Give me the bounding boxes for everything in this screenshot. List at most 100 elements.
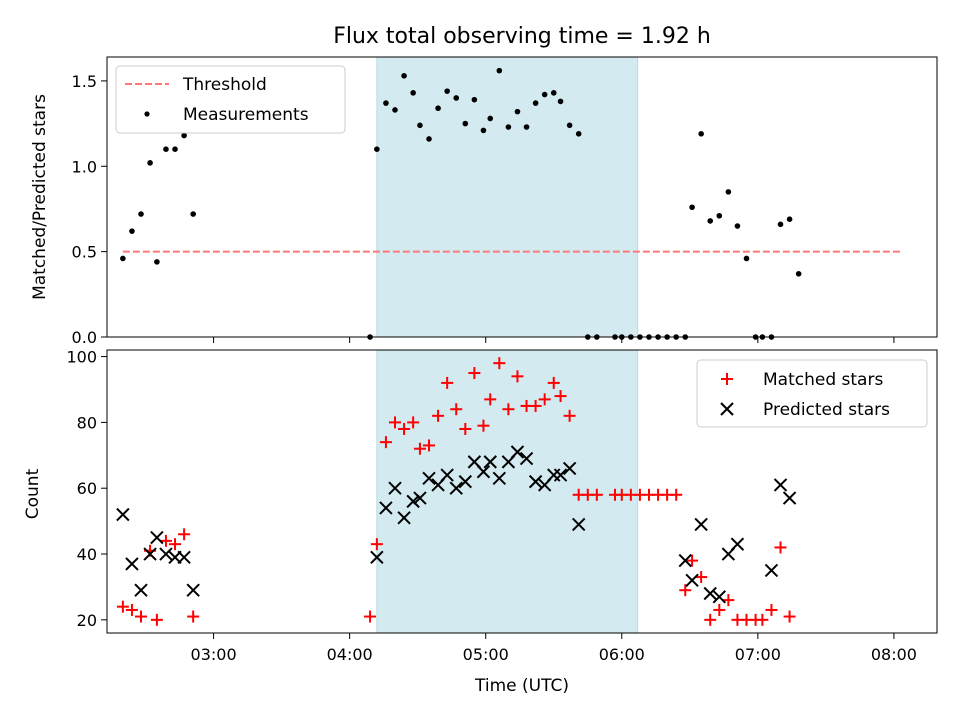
- measurement-point: [734, 223, 741, 229]
- bottom-xtick-label: 05:00: [463, 645, 509, 664]
- measurement-point: [480, 127, 487, 134]
- measurement-point: [743, 255, 750, 262]
- measurement-point: [496, 67, 503, 74]
- top-chart-ylabel: Matched/Predicted stars: [30, 94, 50, 300]
- measurement-point: [154, 259, 160, 265]
- predicted-star-point: [685, 573, 699, 588]
- predicted-star-point: [483, 455, 497, 469]
- matched-star-point: [187, 610, 200, 623]
- measurement-point: [575, 131, 582, 137]
- predicted-star-point: [528, 474, 543, 489]
- predicted-star-point: [397, 511, 411, 525]
- measurement-point: [120, 255, 126, 262]
- predicted-star-point: [458, 474, 473, 489]
- bottom-chart-frame: [106, 349, 938, 634]
- matched-star-point: [389, 416, 402, 429]
- measurement-point: [689, 204, 695, 211]
- predicted-star-point: [177, 550, 191, 565]
- matched-star-point: [756, 613, 769, 626]
- predicted-star-point: [440, 468, 454, 482]
- predicted-star-point: [764, 563, 779, 578]
- measurement-point: [410, 90, 416, 96]
- predicted-star-point: [370, 550, 384, 565]
- bottom-legend: Matched stars Predicted stars: [696, 359, 928, 428]
- bottom-xtick-label: 08:00: [871, 645, 917, 664]
- measurement-point: [716, 212, 723, 219]
- bottom-chart-ylabel: Count: [23, 468, 43, 519]
- measurement-point: [138, 211, 144, 217]
- matched-star-point: [379, 436, 392, 449]
- matched-star-point: [493, 357, 506, 370]
- predicted-star-point: [678, 553, 692, 568]
- predicted-star-point: [150, 530, 164, 545]
- top-shaded-interval: [376, 57, 638, 337]
- matched-star-point: [713, 603, 726, 616]
- measurement-point: [147, 160, 153, 166]
- matched-star-point: [159, 534, 172, 547]
- measurement-point: [514, 108, 521, 115]
- bottom-ytick-label: 80: [77, 413, 97, 432]
- matched-star-point: [783, 610, 796, 623]
- top-ytick-label: 1.0: [72, 157, 97, 176]
- predicted-star-point: [125, 557, 139, 571]
- predicted-star-point: [553, 468, 568, 482]
- matched-star-point: [590, 488, 603, 501]
- measurements-legend-label: Measurements: [183, 105, 309, 125]
- threshold-legend-label: Threshold: [182, 75, 267, 95]
- measurement-point: [163, 146, 169, 152]
- matched-star-point: [468, 367, 481, 380]
- matched-star-point: [125, 603, 138, 616]
- matched-star-point: [413, 442, 426, 455]
- measurement-point: [532, 100, 539, 106]
- bottom-chart: 20 40 60 80 100 03:00 04:00 05:00 06:00 07:00 08:0…: [66, 348, 938, 664]
- predicted-star-point: [413, 491, 427, 505]
- bottom-xtick-label: 06:00: [599, 645, 645, 664]
- bottom-ytick-label: 40: [77, 545, 97, 564]
- measurement-point: [698, 131, 704, 137]
- matched-star-point: [477, 419, 490, 432]
- top-legend: Threshold Measurements: [115, 65, 346, 134]
- predicted-star-point: [694, 517, 708, 532]
- predicted-star-point: [186, 583, 200, 597]
- matched-star-point: [441, 376, 454, 389]
- matched-star-point: [554, 390, 567, 403]
- matched-star-point: [370, 538, 383, 551]
- matched-star-point: [538, 393, 551, 406]
- bottom-ytick-label: 60: [77, 479, 97, 498]
- matched-star-point: [679, 584, 692, 597]
- matched-star-point: [364, 610, 377, 623]
- matched-star-point: [423, 439, 436, 452]
- top-ytick-label: 0.0: [72, 328, 97, 347]
- matched-star-point: [511, 370, 524, 383]
- measurement-point: [453, 95, 460, 101]
- predicted-star-point: [143, 547, 157, 561]
- predicted-star-point: [422, 471, 436, 486]
- measurement-point: [725, 189, 732, 195]
- matched-star-point: [169, 538, 182, 551]
- predicted-legend-label: Predicted stars: [763, 400, 890, 420]
- predicted-star-point: [571, 517, 586, 532]
- bottom-shaded-interval: [376, 350, 638, 633]
- bottom-ytick-label: 20: [77, 611, 97, 630]
- matched-star-point: [484, 393, 497, 406]
- measurement-point: [129, 228, 135, 234]
- matched-star-point: [774, 541, 787, 554]
- predicted-star-point: [134, 583, 148, 597]
- matched-star-point: [765, 603, 778, 616]
- measurement-point: [417, 122, 423, 129]
- top-chart-frame: [106, 56, 938, 338]
- measurement-point: [566, 122, 573, 129]
- matched-star-point: [686, 554, 699, 567]
- predicted-star-point: [476, 465, 491, 479]
- measurement-point: [707, 218, 714, 224]
- bottom-chart-xlabel: Time (UTC): [474, 676, 569, 696]
- measurement-point: [462, 120, 469, 127]
- predicted-star-point: [782, 491, 797, 505]
- measurement-point: [487, 115, 494, 122]
- matched-star-point: [547, 376, 560, 389]
- measurement-point: [426, 136, 432, 142]
- measurement-point: [444, 88, 450, 94]
- predicted-star-point: [562, 461, 577, 476]
- matched-star-point: [670, 488, 683, 501]
